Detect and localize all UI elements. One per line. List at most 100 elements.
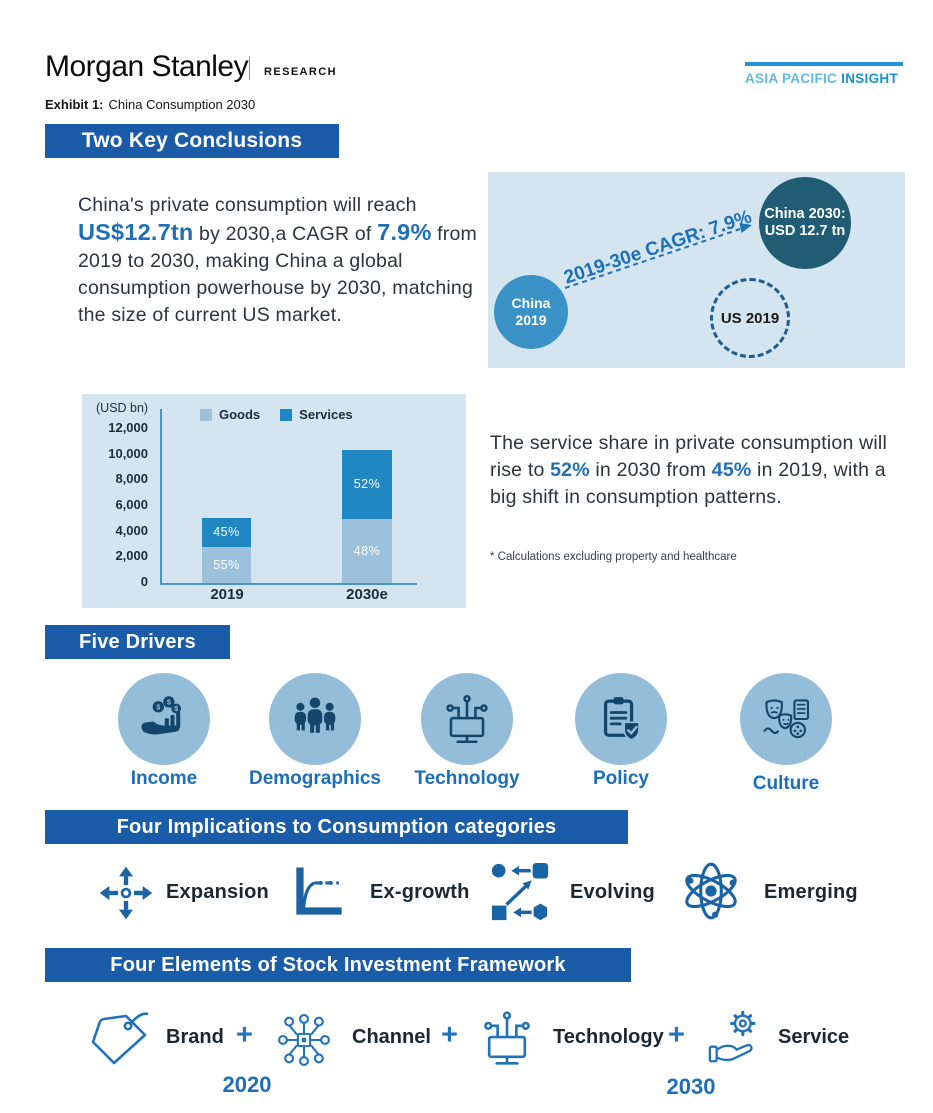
y-tick-label: 8,000 (115, 471, 148, 487)
consumption-bar-chart: (USD bn) 12,000 10,000 8,000 6,000 4,000 2,00… (82, 394, 466, 608)
svg-text:$: $ (167, 697, 171, 706)
driver-technology (421, 673, 513, 765)
driver-culture (740, 673, 832, 765)
paragraph-text: The service share in private consumption… (490, 432, 888, 481)
china-2019-circle: China 2019 (494, 275, 568, 349)
legend-swatch (200, 408, 212, 421)
implication-label-exgrowth: Ex-growth (370, 881, 470, 903)
y-axis-ticks: 12,000 10,000 8,000 6,000 4,000 2,000 0 (82, 420, 148, 590)
calculation-footnote: * Calculations excluding property and he… (490, 551, 737, 563)
arrows-out-icon (99, 866, 153, 920)
bar-2019: 55% 45% (202, 517, 251, 583)
plus-sign: + (668, 1019, 685, 1051)
bar-segment-goods: 48% (342, 518, 392, 583)
people-icon (294, 697, 336, 733)
y-tick-label: 2,000 (115, 548, 148, 564)
implication-label-emerging: Emerging (764, 881, 858, 903)
plus-sign: + (441, 1019, 458, 1051)
implication-label-evolving: Evolving (570, 881, 655, 903)
implication-label-expansion: Expansion (166, 881, 269, 903)
chart-legend: Goods Services (200, 407, 353, 422)
logo-divider (249, 56, 250, 80)
bar-segment-share-label: 52% (353, 477, 381, 492)
region-badge-bold: INSIGHT (841, 71, 899, 86)
exhibit-caption: Exhibit 1: China Consumption 2030 (45, 97, 255, 112)
svg-text:$: $ (174, 704, 178, 713)
growth-diagram-panel: 2019-30e CAGR: 7.9% China 2019 China 203… (488, 172, 905, 368)
driver-demographics (269, 673, 361, 765)
plateau-chart-icon (296, 867, 342, 915)
highlight-value: 7.9% (377, 219, 432, 245)
y-axis-line (160, 409, 162, 585)
shapes-transform-icon (491, 862, 549, 921)
circle-text: 2019 (515, 312, 547, 328)
paragraph-text: China's private consumption will reach (78, 194, 417, 216)
bar-segment-services: 45% (202, 517, 251, 548)
atom-icon (685, 862, 737, 920)
conclusion-paragraph-1: China's private consumption will reach U… (78, 192, 480, 329)
monitor-circuit-icon (484, 1011, 530, 1065)
plus-sign: + (236, 1019, 253, 1051)
y-tick-label: 10,000 (108, 445, 148, 461)
legend-item: Services (280, 407, 353, 422)
banner-four-implications: Four Implications to Consumption categor… (45, 810, 628, 844)
region-badge: ASIA PACIFIC INSIGHT (745, 62, 903, 86)
us-2019-circle: US 2019 (710, 278, 790, 358)
income-icon: $$$ (141, 696, 182, 735)
conclusion-paragraph-2: The service share in private consumption… (490, 430, 908, 511)
circle-text: USD 12.7 tn (764, 223, 846, 239)
highlight-value: 45% (711, 459, 752, 481)
driver-income: $ $ $ (118, 673, 210, 765)
network-icon (278, 1014, 330, 1066)
x-tick-label: 2019 (210, 586, 244, 603)
bar-segment-share-label: 48% (353, 543, 381, 558)
circle-text: China (511, 295, 551, 311)
circle-text: China 2030: (764, 206, 846, 222)
region-badge-light: ASIA PACIFIC (745, 71, 842, 86)
legend-label: Services (299, 407, 353, 422)
monitor-circuit-icon (446, 694, 488, 744)
highlight-value: 52% (550, 459, 590, 481)
masks-media-icon (763, 699, 809, 739)
y-tick-label: 6,000 (115, 496, 148, 512)
paragraph-text: from 2019 to 2030, making China a global… (78, 223, 477, 326)
price-tag-icon (91, 1012, 149, 1065)
paragraph-text: in 2030 from (589, 459, 712, 481)
driver-label-technology: Technology (414, 768, 520, 789)
y-tick-label: 12,000 (108, 420, 148, 435)
x-axis-line (160, 583, 417, 585)
y-tick-label: 0 (140, 573, 148, 589)
highlight-value: US$12.7tn (78, 219, 194, 245)
bar-segment-services: 52% (342, 449, 392, 519)
year-2020: 2020 (222, 1072, 272, 1097)
driver-label-policy: Policy (593, 768, 649, 789)
banner-two-key-conclusions: Two Key Conclusions (45, 124, 339, 158)
bar-2030e: 48% 52% (342, 449, 392, 583)
framework-label-channel: Channel (352, 1026, 431, 1048)
x-tick-label: 2030e (346, 586, 388, 603)
driver-label-demographics: Demographics (249, 768, 381, 789)
bar-segment-share-label: 45% (213, 525, 240, 540)
y-axis-unit-label: (USD bn) (96, 401, 149, 415)
framework-label-technology: Technology (553, 1026, 664, 1048)
year-2030: 2030 (666, 1074, 716, 1099)
hand-gear-icon (708, 1010, 756, 1063)
legend-item: Goods (200, 407, 260, 422)
legend-swatch (280, 408, 293, 421)
driver-label-culture: Culture (752, 773, 820, 794)
exhibit-label: Exhibit 1: (45, 97, 104, 112)
framework-label-brand: Brand (166, 1026, 224, 1048)
bar-segment-share-label: 55% (213, 558, 240, 573)
driver-policy (575, 673, 667, 765)
paragraph-text: by 2030,a CAGR of (193, 223, 378, 245)
clipboard-shield-icon (603, 697, 640, 741)
bars-area: 55% 45% 48% 52% (82, 394, 466, 608)
china-2030-circle: China 2030: USD 12.7 tn (759, 177, 851, 269)
banner-four-elements: Four Elements of Stock Investment Framew… (45, 948, 631, 982)
division-label: RESEARCH (264, 66, 337, 78)
framework-label-service: Service (778, 1026, 850, 1048)
y-tick-label: 4,000 (115, 522, 148, 538)
paragraph-text: in 2019, with a big shift in consumption… (490, 459, 886, 508)
morgan-stanley-logo: Morgan Stanley (45, 50, 249, 83)
